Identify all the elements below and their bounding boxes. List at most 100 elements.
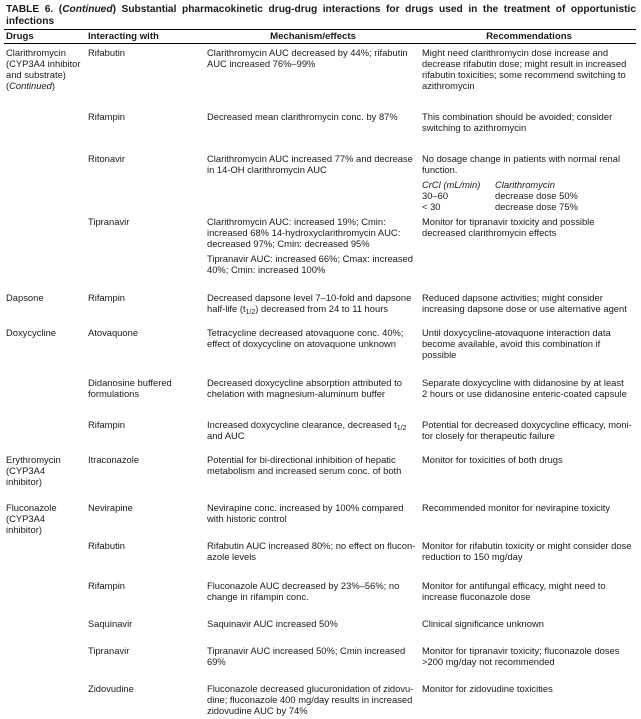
dose-table-cell: 30–60 <box>422 190 449 201</box>
mechanism-cell: Tetracycline decreased atovaquone conc. … <box>207 327 419 349</box>
recommendation-text: Monitor for toxicities of both drugs <box>422 454 563 465</box>
interacting-drug: Atovaquone <box>88 327 139 338</box>
mechanism-cell: Tipranavir AUC increased 50%; Cmin incre… <box>207 645 419 667</box>
header-drugs: Drugs <box>6 31 34 42</box>
top-rule <box>4 29 636 31</box>
mechanism-cell: Decreased mean clarithromycin conc. by 8… <box>207 111 419 122</box>
mechanism-text-cont: and AUC <box>207 430 245 441</box>
mechanism-cell: Clarithromycin AUC decreased by 44%; rif… <box>207 47 419 69</box>
mechanism-text: Saquinavir AUC increased 50% <box>207 618 338 629</box>
recommendation-cell: Monitor for toxicities of both drugs <box>422 454 638 465</box>
recommendation-text: Clinical significance unknown <box>422 618 544 629</box>
drug-cell: Doxycycline <box>6 327 86 338</box>
mechanism-cell: Decreased doxycycline absorption attribu… <box>207 377 419 399</box>
mechanism-cell: Potential for bi-directional inhibition … <box>207 454 419 476</box>
mechanism-text: Increased doxycycline clearance, decreas… <box>207 419 397 430</box>
interacting-drug: Itraconazole <box>88 454 140 465</box>
recommendation-text: Might need clarithromycin dose increase … <box>422 47 627 91</box>
header-mechanism: Mechanism/effects <box>270 31 356 42</box>
header-rule <box>4 43 636 44</box>
recommendation-cell: No dosage change in patients with normal… <box>422 153 638 212</box>
mechanism-text: Fluconazole decreased glucuronidation of… <box>207 683 414 716</box>
recommendation-text: Monitor for antifungal efficacy, might n… <box>422 580 606 602</box>
mechanism-cell: Clarithromycin AUC increased 77% and dec… <box>207 153 419 175</box>
recommendation-text: Monitor for zidovudine toxicities <box>422 683 553 694</box>
recommendation-text: Potential for decreased doxycycline effi… <box>422 419 632 441</box>
mechanism-subscript: 1/2 <box>396 425 407 432</box>
recommendation-text: Recommended monitor for nevirapine toxic… <box>422 502 611 513</box>
interacting-drug: Tipranavir <box>88 645 130 656</box>
recommendation-text: Monitor for tipranavir toxicity; flucona… <box>422 645 620 667</box>
mechanism-text-2: Tipranavir AUC: increased 66%; Cmax: inc… <box>207 253 413 275</box>
recommendation-cell: This combination should be avoided; cons… <box>422 111 638 133</box>
mechanism-cell: Saquinavir AUC increased 50% <box>207 618 419 629</box>
mechanism-text: Clarithromycin AUC increased 77% and dec… <box>207 153 413 175</box>
interacting-drug: Rifampin <box>88 419 125 430</box>
mechanism-text: Decreased doxycycline absorption attribu… <box>207 377 402 399</box>
dose-table-cell: < 30 <box>422 201 441 212</box>
recommendation-cell: Clinical significance unknown <box>422 618 638 629</box>
title-suffix: ) Substantial pharmacokinetic drug-drug … <box>6 4 636 27</box>
mechanism-cell: Decreased dapsone level 7–10-fold and da… <box>207 292 419 316</box>
recommendation-text: Until doxycycline-atovaquone interaction… <box>422 327 611 360</box>
recommendation-text: Monitor for rifabutin toxicity or might … <box>422 540 632 562</box>
recommendation-cell: Monitor for tipranavir toxicity and poss… <box>422 216 638 238</box>
recommendation-text: Separate doxycycline with didanosine by … <box>422 377 627 399</box>
interacting-drug: Ritonavir <box>88 153 125 164</box>
interacting-drug: Didanosine buffered formulations <box>88 377 172 399</box>
interacting-drug: Nevirapine <box>88 502 133 513</box>
drug-note-text: Continued <box>9 80 52 91</box>
recommendation-cell: Reduced dapsone activities; might consid… <box>422 292 638 314</box>
interacting-drug: Tipranavir <box>88 216 130 227</box>
interacting-drug: Rifabutin <box>88 540 126 551</box>
mechanism-text: Potential for bi-directional inhibition … <box>207 454 402 476</box>
recommendation-text: No dosage change in patients with normal… <box>422 153 621 175</box>
table-title: TABLE 6. (Continued) Substantial pharmac… <box>6 4 636 28</box>
mechanism-cell: Nevirapine conc. increased by 100% compa… <box>207 502 419 524</box>
title-prefix: TABLE 6. ( <box>6 4 63 15</box>
header-recommendations: Recommendations <box>486 31 572 42</box>
recommendation-cell: Monitor for zidovudine toxicities <box>422 683 638 694</box>
mechanism-text: Decreased mean clarithromycin conc. by 8… <box>207 111 398 122</box>
drug-note: (Continued) <box>6 80 55 91</box>
mechanism-cell: Fluconazole decreased glucuronidation of… <box>207 683 419 716</box>
drug-name: Dapsone <box>6 292 44 303</box>
recommendation-cell: Potential for decreased doxycycline effi… <box>422 419 638 441</box>
drug-name: Doxycycline <box>6 327 57 338</box>
mechanism-cell: Rifabutin AUC increased 80%; no effect o… <box>207 540 419 562</box>
mechanism-cell: Clarithromycin AUC: increased 19%; Cmin:… <box>207 216 419 275</box>
interacting-drug: Rifabutin <box>88 47 126 58</box>
mechanism-subscript: 1/2 <box>245 309 256 316</box>
drug-cell: Fluconazole (CYP3A4 inhibitor) <box>6 502 86 535</box>
title-continued: Continued <box>62 4 113 15</box>
dose-table-header: Clarithromycin <box>495 179 555 190</box>
mechanism-text: Clarithromycin AUC: increased 19%; Cmin:… <box>207 216 401 249</box>
mechanism-text: Tetracycline decreased atovaquone conc. … <box>207 327 404 349</box>
mechanism-text: Rifabutin AUC increased 80%; no effect o… <box>207 540 416 562</box>
mechanism-text-cont: ) decreased from 24 to 11 hours <box>255 303 389 314</box>
recommendation-cell: Monitor for rifabutin toxicity or might … <box>422 540 638 562</box>
recommendation-text: Monitor for tipranavir toxicity and poss… <box>422 216 595 238</box>
mechanism-cell: Increased doxycycline clearance, decreas… <box>207 419 419 441</box>
mechanism-text: Nevirapine conc. increased by 100% compa… <box>207 502 404 524</box>
interacting-drug: Rifampin <box>88 111 125 122</box>
mechanism-text: Fluconazole AUC decreased by 23%–56%; no… <box>207 580 400 602</box>
interacting-drug: Zidovudine <box>88 683 134 694</box>
recommendation-text: Reduced dapsone activities; might consid… <box>422 292 627 314</box>
recommendation-cell: Recommended monitor for nevirapine toxic… <box>422 502 638 513</box>
interacting-drug: Saquinavir <box>88 618 133 629</box>
recommendation-cell: Might need clarithromycin dose increase … <box>422 47 638 91</box>
drug-name: Fluconazole (CYP3A4 inhibitor) <box>6 502 57 535</box>
drug-cell: Erythromycin (CYP3A4 inhibitor) <box>6 454 86 487</box>
recommendation-cell: Until doxycycline-atovaquone interaction… <box>422 327 638 360</box>
mechanism-cell: Fluconazole AUC decreased by 23%–56%; no… <box>207 580 419 602</box>
header-interacting: Interacting with <box>88 31 159 42</box>
interacting-drug: Rifampin <box>88 580 125 591</box>
mechanism-text: Tipranavir AUC increased 50%; Cmin incre… <box>207 645 406 667</box>
recommendation-cell: Separate doxycycline with didanosine by … <box>422 377 638 399</box>
dose-table-cell: decrease dose 50% <box>495 190 578 201</box>
mechanism-text: Decreased dapsone level 7–10-fold and da… <box>207 292 412 314</box>
mechanism-text: Clarithromycin AUC decreased by 44%; rif… <box>207 47 408 69</box>
dose-table-cell: decrease dose 75% <box>495 201 578 212</box>
